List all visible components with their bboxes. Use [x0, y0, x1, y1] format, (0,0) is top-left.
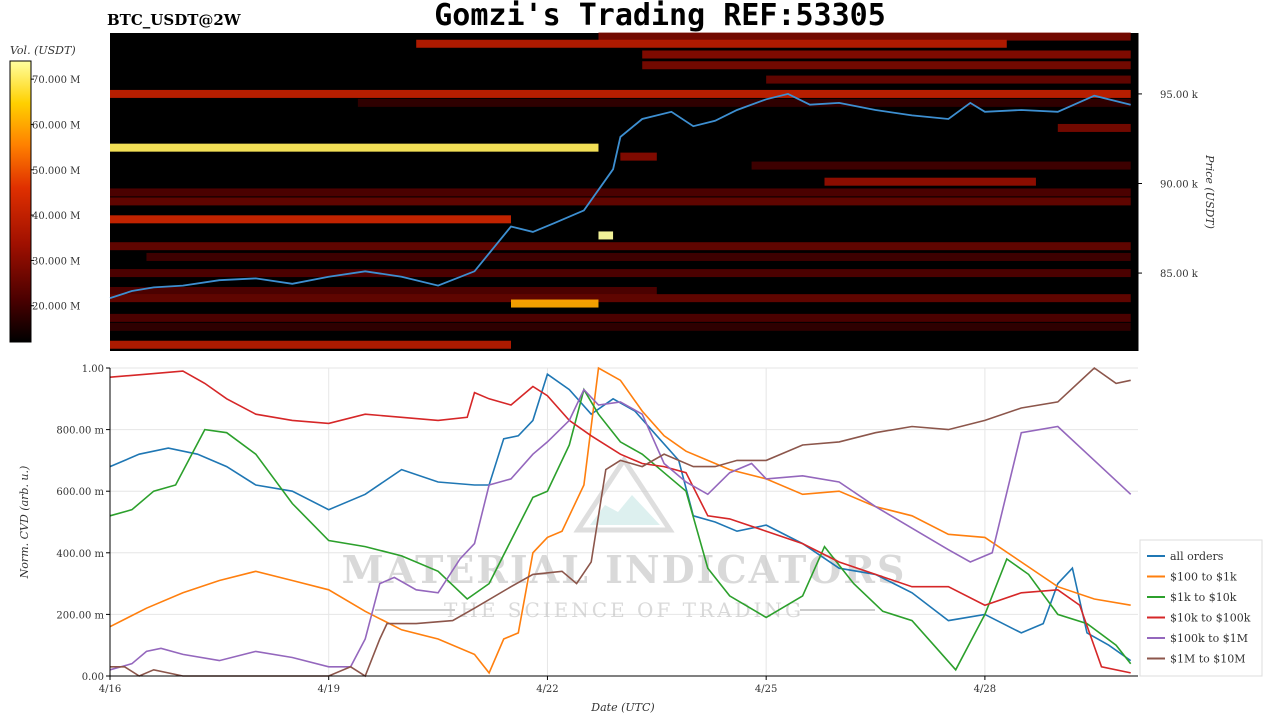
- colorbar-title: Vol. (USDT): [10, 44, 76, 57]
- chart-title: Gomzi's Trading REF:53305: [434, 0, 886, 33]
- watermark-mountain-icon: [590, 495, 660, 525]
- series-line: [109, 370, 1131, 674]
- y-tick-label: 400.00 m: [56, 549, 104, 560]
- liquidity-band: [110, 294, 1131, 303]
- x-tick-label: 4/16: [99, 684, 121, 695]
- colorbar-tick-label: 70.000 M: [32, 75, 80, 86]
- series-line: [110, 366, 1131, 678]
- colorbar-tick-label: 30.000 M: [32, 256, 80, 267]
- x-tick-label: 4/19: [317, 684, 339, 695]
- liquidity-band: [110, 322, 1131, 331]
- legend-label: $100k to $1M: [1170, 632, 1248, 645]
- liquidity-band: [598, 32, 1131, 41]
- legend-label: $1k to $10k: [1170, 591, 1237, 604]
- y-tick-label: 800.00 m: [56, 426, 104, 437]
- liquidity-band: [416, 39, 1007, 48]
- liquidity-band: [110, 340, 511, 349]
- legend-box: [1139, 539, 1263, 677]
- colorbar-tick-label: 20.000 M: [32, 302, 80, 313]
- liquidity-band: [824, 177, 1036, 186]
- liquidity-band: [642, 61, 1131, 70]
- price-tick-label: 95.00 k: [1160, 90, 1199, 101]
- x-tick-label: 4/22: [536, 684, 558, 695]
- watermark-tagline: THE SCIENCE OF TRADING: [444, 598, 804, 622]
- liquidity-band: [766, 75, 1131, 84]
- liquidity-band: [146, 252, 1131, 261]
- liquidity-band: [642, 50, 1131, 59]
- legend: all orders $100 to $1k $1k to $10k $10k to …: [1139, 539, 1263, 677]
- x-tick-label: 4/28: [974, 684, 996, 695]
- colorbar-tick-label: 40.000 M: [32, 211, 80, 222]
- legend-label: $10k to $100k: [1170, 612, 1251, 625]
- colorbar-gradient: [9, 60, 32, 343]
- x-tick-label: 4/25: [755, 684, 777, 695]
- series-line: [109, 366, 1131, 675]
- price-tick-label: 85.00 k: [1160, 269, 1199, 280]
- liquidity-band: [357, 98, 1131, 107]
- liquidity-band: [110, 89, 1131, 98]
- legend-label: $1M to $10M: [1170, 653, 1246, 666]
- series-line: [109, 388, 1132, 671]
- liquidity-band: [110, 215, 511, 224]
- legend-label: all orders: [1170, 550, 1224, 563]
- liquidity-band: [110, 286, 657, 295]
- liquidity-band: [110, 242, 1131, 251]
- liquidity-band: [751, 161, 1131, 170]
- price-tick-label: 90.00 k: [1160, 179, 1199, 190]
- liquidity-band: [110, 197, 1131, 206]
- series-line: [109, 372, 1132, 662]
- colorbar-tick-label: 60.000 M: [32, 120, 80, 131]
- cvd-panel: 0.00 200.00 m 400.00 m 600.00 m 800.00 m 1.00…: [18, 364, 1138, 714]
- liquidity-band: [110, 269, 1131, 278]
- y-axis-label: Norm. CVD (arb. u.): [18, 466, 31, 580]
- liquidity-band: [1057, 123, 1131, 132]
- liquidity-band: [598, 231, 614, 240]
- price-line: [109, 92, 1131, 299]
- colorbar-tick-label: 50.000 M: [32, 166, 80, 177]
- liquidity-band: [110, 143, 599, 152]
- liquidity-band: [510, 299, 599, 308]
- x-axis-label: Date (UTC): [590, 701, 654, 714]
- y-tick-label: 0.00: [82, 672, 104, 683]
- legend-label: $100 to $1k: [1170, 571, 1237, 584]
- price-axis-label: Price (USDT): [1203, 154, 1216, 229]
- colorbar: 20.000 M 30.000 M 40.000 M 50.000 M 60.000 M…: [9, 60, 80, 343]
- y-tick-label: 1.00: [82, 364, 104, 375]
- series-line: [109, 387, 1132, 672]
- liquidity-band: [110, 313, 1131, 322]
- heatmap-panel: 85.00 k 90.00 k 95.00 k Price (USDT): [109, 32, 1216, 351]
- liquidity-band: [110, 188, 1131, 197]
- y-tick-label: 600.00 m: [56, 487, 104, 498]
- liquidity-band: [620, 152, 657, 161]
- pair-label: BTC_USDT@2W: [107, 11, 241, 29]
- y-tick-label: 200.00 m: [56, 610, 104, 621]
